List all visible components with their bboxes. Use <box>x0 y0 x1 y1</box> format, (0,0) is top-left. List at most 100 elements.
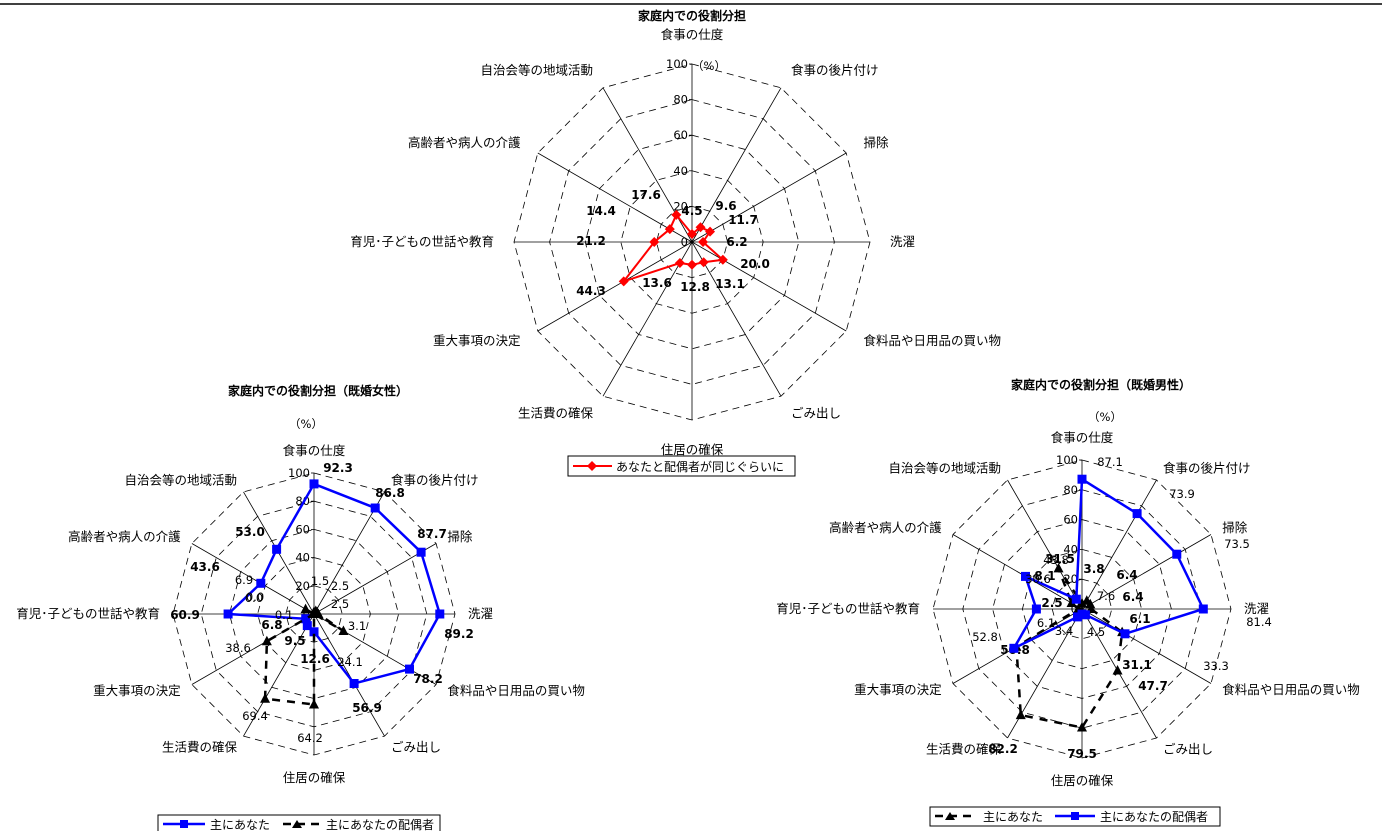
data-label: 4.5 <box>681 204 702 218</box>
data-label: 6.9 <box>235 573 253 587</box>
data-point <box>698 237 709 247</box>
data-label: 7.6 <box>1097 589 1115 603</box>
spoke <box>1007 479 1083 610</box>
data-label: 69.4 <box>242 709 268 723</box>
spoke <box>691 152 847 243</box>
spoke <box>691 87 782 243</box>
category-label: 重大事項の決定 <box>433 333 521 348</box>
chart3-unit: （%） <box>1088 410 1122 424</box>
category-label: 自治会等の地域活動 <box>888 461 1001 476</box>
data-label: 9.5 <box>284 634 305 648</box>
data-label: 6.1 <box>1129 612 1150 626</box>
data-point <box>1077 721 1087 732</box>
data-point <box>1077 474 1087 484</box>
series-line <box>620 213 726 284</box>
data-point <box>1073 612 1082 622</box>
category-label: 掃除 <box>864 135 890 150</box>
category-label: 食事の後片付け <box>791 63 879 78</box>
data-label: 0.0 <box>246 590 264 604</box>
data-point <box>223 609 233 619</box>
category-label: 食料品や日用品の買い物 <box>864 333 1002 348</box>
data-label: 73.5 <box>1224 537 1250 551</box>
chart3-legend-label-1: 主にあなた <box>983 810 1043 824</box>
data-point <box>309 699 319 709</box>
data-label: 92.3 <box>323 461 353 475</box>
data-label: 2.5 <box>1041 596 1062 610</box>
category-label: 育児･子どもの世話や教育 <box>776 601 920 616</box>
spoke <box>952 534 1083 610</box>
tick-label: 80 <box>673 93 688 107</box>
tick-label: 40 <box>1063 542 1078 556</box>
data-label: 81.4 <box>1246 615 1272 629</box>
spoke <box>191 613 315 685</box>
data-label: 1.5 <box>311 574 329 588</box>
data-point <box>687 228 697 239</box>
category-label: 掃除 <box>447 529 473 544</box>
chart3-legend-marker-2 <box>1071 812 1079 820</box>
data-point <box>649 237 660 247</box>
data-point <box>618 276 629 287</box>
data-label: 8.1 <box>1034 569 1055 583</box>
data-point <box>435 609 445 619</box>
chart3-title: 家庭内での役割分担（既婚男性） <box>1011 377 1191 392</box>
tick-label: 40 <box>295 551 310 565</box>
data-label: 87.7 <box>417 527 447 541</box>
series-2: 1.5 2.52.53.124.10.064.269.438.60.16.90.0 <box>225 573 366 745</box>
data-label: 78.2 <box>413 672 443 686</box>
data-label: 24.1 <box>337 655 363 669</box>
tick-label: 0 <box>1071 602 1078 616</box>
data-point <box>695 222 706 233</box>
data-point <box>338 625 349 635</box>
data-point <box>370 503 380 513</box>
chart1-unit: （%） <box>692 59 726 73</box>
data-label: 0.0 <box>245 591 263 605</box>
tick-label: 0 <box>681 235 688 249</box>
data-point <box>260 693 271 703</box>
data-label: 2.5 <box>331 579 349 593</box>
category-label: 重大事項の決定 <box>93 683 181 698</box>
chart3-legend-label-2: 主にあなたの配偶者 <box>1100 810 1208 824</box>
spoke <box>191 543 315 615</box>
data-label: 87.1 <box>1097 455 1123 469</box>
chart2-legend-marker-2 <box>292 820 302 828</box>
spoke <box>1081 534 1212 610</box>
tick-label: 20 <box>295 579 310 593</box>
data-point <box>1066 597 1077 607</box>
data-point <box>717 254 728 265</box>
tick-label: 80 <box>1063 483 1078 497</box>
chart1-legend-label: あなたと配偶者が同じぐらいに <box>616 459 784 474</box>
data-point <box>1120 629 1130 639</box>
data-label: 6.2 <box>726 235 747 249</box>
chart1-legend-marker <box>587 461 597 471</box>
category-label: 住居の確保 <box>661 442 724 457</box>
spoke <box>602 241 693 397</box>
chart2-legend-label-1: 主にあなた <box>210 818 270 831</box>
data-label: 52.8 <box>972 630 998 644</box>
data-point <box>674 257 685 268</box>
data-point <box>302 621 312 631</box>
radar-plots: 020406080100食事の仕度食事の後片付け掃除洗濯食料品や日用品の買い物ご… <box>16 27 1360 788</box>
data-label: 31.5 <box>1045 552 1075 566</box>
data-label: 12.6 <box>300 652 330 666</box>
data-label: 53.0 <box>235 525 265 539</box>
chart3-legend: 主にあなた 主にあなたの配偶者 <box>929 806 1221 827</box>
data-point <box>1009 643 1019 653</box>
category-label: 自治会等の地域活動 <box>124 473 237 488</box>
data-label: 33.3 <box>1203 659 1229 673</box>
category-label: 高齢者や病人の介護 <box>408 135 521 150</box>
data-label: 86.8 <box>375 486 405 500</box>
spoke <box>691 241 782 397</box>
data-point <box>309 627 319 637</box>
category-label: 住居の確保 <box>1051 773 1114 788</box>
data-point <box>1071 594 1081 604</box>
data-point <box>256 578 266 588</box>
category-label: 食事の仕度 <box>1051 430 1114 445</box>
data-point <box>698 257 709 268</box>
tick-label: 0 <box>303 607 310 621</box>
category-label: 洗濯 <box>890 234 915 249</box>
tick-label: 100 <box>288 466 310 480</box>
chart2-title: 家庭内での役割分担（既婚女性） <box>228 383 408 398</box>
data-label: 21.2 <box>576 234 606 248</box>
data-label: 2.5 <box>331 597 349 611</box>
data-point <box>309 479 319 489</box>
